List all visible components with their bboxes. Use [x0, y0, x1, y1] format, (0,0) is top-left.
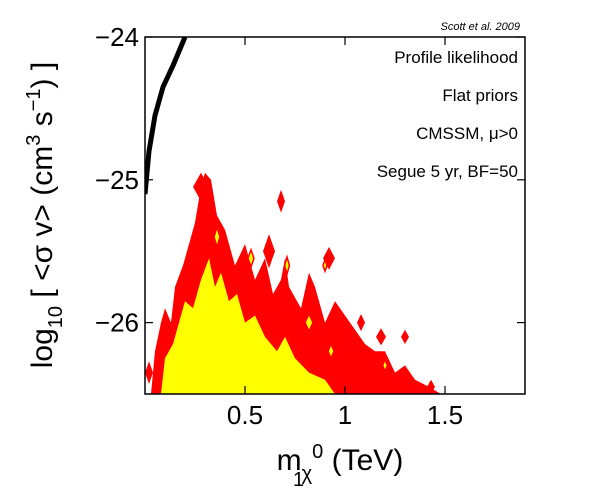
x-tick-label: 1	[338, 400, 352, 430]
annotation-segue: Segue 5 yr, BF=50	[377, 162, 518, 181]
y-tick-label: −24	[95, 22, 139, 52]
x-axis-label-main: m	[277, 444, 302, 477]
y-axis-label-mid2: s	[26, 111, 59, 134]
x-axis-label-unit: (TeV)	[323, 444, 403, 477]
x-tick-label: 0.5	[227, 400, 263, 430]
likelihood-regions	[145, 37, 441, 394]
outer-region-island	[145, 361, 153, 384]
annotation-flat-priors: Flat priors	[442, 86, 518, 105]
inner-region-island	[322, 257, 328, 274]
y-tick-label: −25	[95, 165, 139, 195]
outer-region-island	[357, 314, 365, 332]
x-axis-label: mχ0 (TeV)	[277, 441, 404, 485]
inner-region-island	[327, 342, 335, 361]
inner-region-island	[381, 357, 389, 374]
y-axis-label: log10 [ <σ v> (cm3 s−1) ]	[23, 62, 67, 368]
outer-region-island	[376, 328, 386, 346]
x-axis-label-sup: 0	[312, 441, 323, 463]
y-axis-label-post: ) ]	[26, 62, 59, 89]
x-axis-label-sub: χ	[302, 463, 313, 485]
limit-curve	[145, 37, 188, 195]
y-axis-label-sup1: 3	[23, 135, 45, 146]
citation: Scott et al. 2009	[441, 21, 521, 33]
outer-region-island	[427, 379, 435, 394]
y-axis-label-sup2: −1	[23, 88, 45, 111]
plot-frame	[144, 36, 526, 395]
x-axis-label-subsub: 1	[293, 469, 304, 491]
inner-likelihood-region	[161, 258, 335, 394]
inner-region-island	[283, 254, 291, 277]
outer-region-island	[323, 246, 335, 270]
y-axis-label-mid: [ <σ v> (cm	[26, 146, 59, 306]
y-axis-label-sub: 10	[45, 306, 67, 328]
y-tick-label: −26	[95, 308, 139, 338]
annotation-model: CMSSM, μ>0	[416, 124, 518, 143]
y-axis-label-pre: log	[26, 328, 59, 368]
outer-region-island	[263, 234, 275, 269]
axis-ticks: 0.5 1 1.5 −24 −25 −26	[95, 22, 525, 430]
inner-region-island	[213, 224, 221, 250]
outer-region-island	[193, 172, 209, 202]
inner-region-island	[304, 312, 314, 333]
x-tick-label: 1.5	[427, 400, 463, 430]
annotation-profile-likelihood: Profile likelihood	[394, 48, 518, 67]
outer-region-island	[277, 189, 285, 213]
inner-region-island	[247, 247, 255, 270]
outer-region-island	[401, 329, 409, 344]
